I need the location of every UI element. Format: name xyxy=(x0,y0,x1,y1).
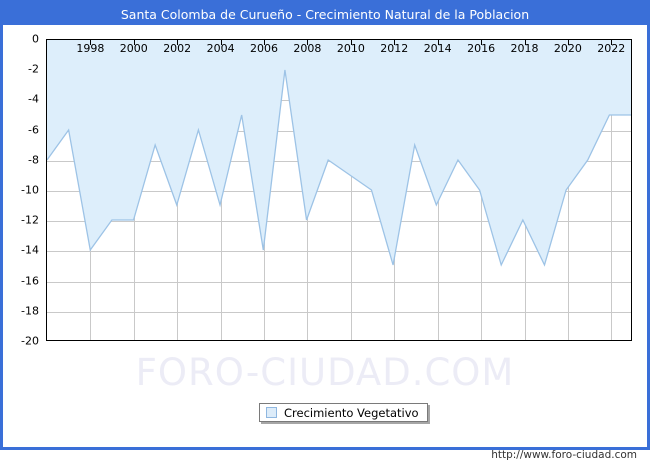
grid-line-x xyxy=(350,40,352,340)
chart-legend[interactable]: Crecimiento Vegetativo xyxy=(259,403,428,422)
x-axis-tick xyxy=(611,40,613,45)
line-crecimiento-vegetativo xyxy=(47,69,631,267)
x-axis-tick xyxy=(264,40,265,45)
grid-line-x xyxy=(567,40,569,340)
grid-line-x xyxy=(611,40,613,340)
legend-item-label: Crecimiento Vegetativo xyxy=(284,405,419,420)
x-axis-tick xyxy=(307,40,309,45)
legend-swatch-icon xyxy=(266,407,277,418)
x-axis-tick-label: 2010 xyxy=(336,42,365,55)
page-title: Santa Colomba de Curueño - Crecimiento N… xyxy=(120,6,530,22)
x-axis-tick xyxy=(177,40,179,45)
y-axis-tick-label: -4 xyxy=(28,92,39,106)
x-axis-tick-label: 2000 xyxy=(119,42,148,55)
y-axis-tick-label: -6 xyxy=(28,123,39,137)
plot-area: 1998 2000 2002 2004 2006 2008 2010 2012 2014 2016… xyxy=(46,39,632,341)
grid-line-y xyxy=(47,191,631,192)
x-axis-tick-label: 2006 xyxy=(250,42,278,55)
x-axis-tick-label: 2004 xyxy=(206,42,235,55)
y-axis-tick-label: -12 xyxy=(21,213,39,227)
y-axis-tick-label: 0 xyxy=(32,32,39,46)
x-axis-tick-label: 2014 xyxy=(423,42,452,55)
x-axis-tick xyxy=(524,40,526,45)
x-axis-tick xyxy=(481,40,483,45)
x-axis-tick xyxy=(394,40,396,45)
window-title-bar: Santa Colomba de Curueño - Crecimiento N… xyxy=(3,3,647,25)
y-axis-tick-label: -18 xyxy=(21,304,39,318)
x-axis-tick xyxy=(90,40,92,45)
y-axis-tick-label: -20 xyxy=(21,334,39,348)
x-axis-tick-label: 2016 xyxy=(467,42,496,55)
y-axis-tick-label: -16 xyxy=(21,274,39,288)
grid-line-y xyxy=(47,251,631,253)
grid-line-y xyxy=(47,221,631,223)
x-axis-tick xyxy=(567,40,569,45)
y-axis-tick-label: -14 xyxy=(21,243,39,257)
source-url: http://www.foro-ciudad.com xyxy=(491,449,637,461)
x-axis-tick-label: 2022 xyxy=(597,42,626,55)
x-axis-tick-label: 2002 xyxy=(163,42,192,55)
x-axis-labels: 1998 2000 2002 2004 2006 2008 2010 2012 2014 2016… xyxy=(47,40,631,340)
y-axis-tick-label: -10 xyxy=(21,183,39,197)
y-axis-labels: 0 -2 -4 -6 -8 -10 -12 -14 -16 -18 -20 xyxy=(3,33,46,348)
series-layer xyxy=(47,40,631,267)
x-axis-tick xyxy=(220,40,222,45)
chart-canvas: 0 -2 -4 -6 -8 -10 -12 -14 -16 -18 -20 1998 2000 2002… xyxy=(3,25,647,461)
x-axis-tick-label: 2020 xyxy=(553,42,582,55)
grid-line-y xyxy=(47,311,631,313)
x-axis-tick-label: 2012 xyxy=(380,42,409,55)
x-axis-tick-label: 1998 xyxy=(76,42,105,55)
watermark: FORO-CIUDAD.COM xyxy=(135,351,515,394)
y-axis-tick-label: -2 xyxy=(28,62,39,76)
x-axis-tick-label: 2008 xyxy=(293,42,322,55)
y-axis-tick-label: -8 xyxy=(28,153,39,167)
x-axis-tick xyxy=(437,40,439,45)
grid-line-y xyxy=(47,281,631,283)
x-axis-tick xyxy=(133,40,135,45)
x-axis-tick xyxy=(350,40,352,45)
x-axis-tick-label: 2018 xyxy=(510,42,539,55)
